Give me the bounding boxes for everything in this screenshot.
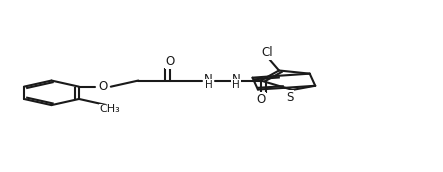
Text: H: H [205, 80, 213, 90]
Text: S: S [287, 91, 294, 104]
Text: O: O [98, 80, 108, 93]
Text: O: O [166, 55, 175, 68]
Text: CH₃: CH₃ [100, 104, 120, 114]
Text: N: N [232, 73, 240, 86]
Text: H: H [232, 80, 240, 90]
Text: O: O [256, 93, 265, 106]
Text: N: N [204, 73, 213, 86]
Text: Cl: Cl [261, 46, 273, 60]
